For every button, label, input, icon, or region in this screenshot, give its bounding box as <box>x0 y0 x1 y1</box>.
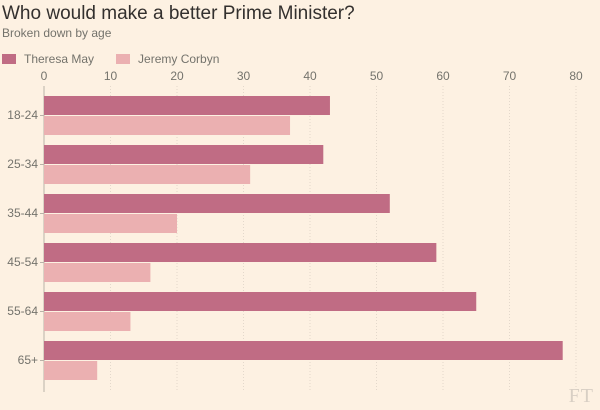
legend-item-jeremy-corbyn: Jeremy Corbyn <box>116 52 219 66</box>
x-tick-label-30: 30 <box>237 69 251 83</box>
y-tick-label-18-24: 18-24 <box>7 108 38 122</box>
legend-label-theresa-may: Theresa May <box>24 52 95 66</box>
bar-jeremy-corbyn-25-34 <box>44 165 251 184</box>
x-tick-label-50: 50 <box>370 69 384 83</box>
bar-jeremy-corbyn-35-44 <box>44 214 177 233</box>
y-tick-label-45-54: 45-54 <box>7 255 38 269</box>
bar-jeremy-corbyn-55-64 <box>44 312 131 331</box>
bar-theresa-may-18-24 <box>44 96 330 115</box>
x-tick-label-0: 0 <box>41 69 48 83</box>
legend-label-jeremy-corbyn: Jeremy Corbyn <box>138 52 220 66</box>
bar-jeremy-corbyn-45-54 <box>44 263 151 282</box>
chart-title: Who would make a better Prime Minister? <box>2 3 355 24</box>
chart-legend: Theresa May Jeremy Corbyn <box>2 51 241 67</box>
y-tick-label-55-64: 55-64 <box>7 304 38 318</box>
bar-jeremy-corbyn-18-24 <box>44 116 291 135</box>
x-tick-label-10: 10 <box>104 69 118 83</box>
ft-watermark: FT <box>568 385 594 407</box>
y-tick-label-25-34: 25-34 <box>7 157 38 171</box>
x-tick-label-20: 20 <box>170 69 184 83</box>
legend-swatch-theresa-may <box>2 54 16 64</box>
x-tick-label-40: 40 <box>303 69 317 83</box>
legend-swatch-jeremy-corbyn <box>116 54 131 64</box>
bar-theresa-may-25-34 <box>44 145 324 164</box>
y-tick-label-35-44: 35-44 <box>7 206 38 220</box>
bar-jeremy-corbyn-65+ <box>44 361 98 380</box>
x-tick-label-60: 60 <box>436 69 450 83</box>
bar-theresa-may-35-44 <box>44 194 390 213</box>
y-tick-label-65+: 65+ <box>18 353 38 367</box>
legend-item-theresa-may: Theresa May <box>2 52 94 66</box>
bar-theresa-may-55-64 <box>44 292 477 311</box>
x-tick-label-80: 80 <box>569 69 583 83</box>
x-tick-label-70: 70 <box>503 69 517 83</box>
bar-theresa-may-45-54 <box>44 243 437 262</box>
chart-subtitle: Broken down by age <box>2 26 112 40</box>
bar-theresa-may-65+ <box>44 341 563 360</box>
